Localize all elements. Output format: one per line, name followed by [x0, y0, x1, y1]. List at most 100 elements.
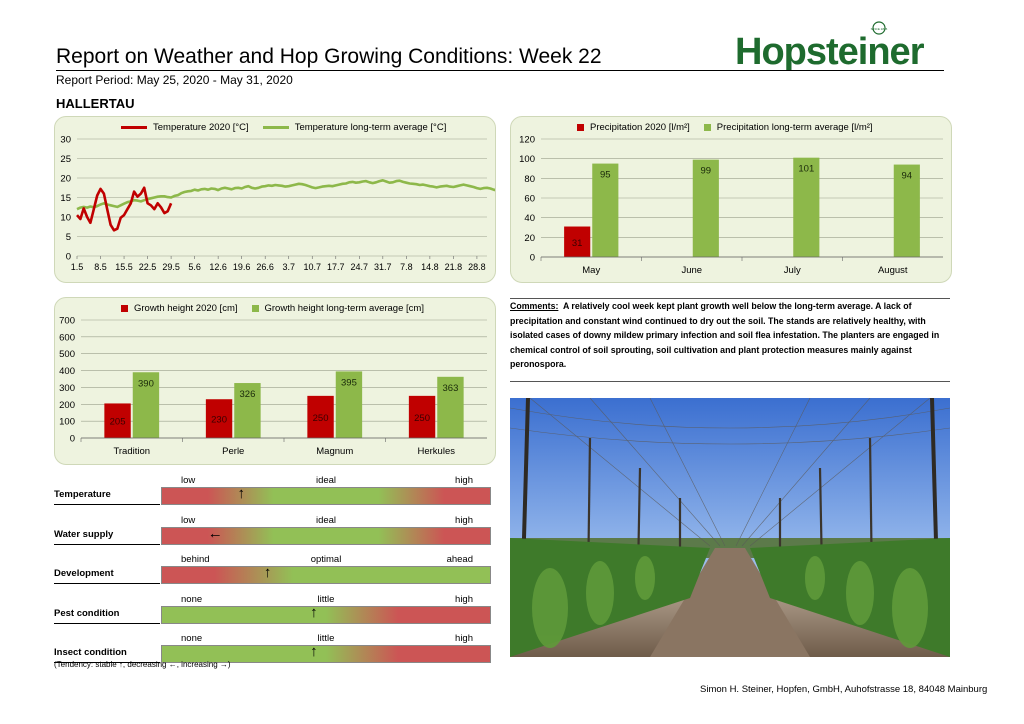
y-tick-label: 15: [60, 193, 71, 204]
category-label: Magnum: [316, 446, 353, 457]
data-label: 95: [600, 170, 611, 181]
category-label: Herkules: [418, 446, 456, 457]
data-label: 250: [414, 413, 430, 424]
indicator-scale-right: high: [455, 514, 473, 526]
indicator-label: Pest condition: [54, 607, 120, 619]
temperature-chart: 0 5 10 15 20 25 30 1.5 8.5 15.5 22.5 29.5 5.6 12.6 19.…: [60, 135, 495, 272]
data-label: 326: [240, 389, 256, 400]
legend-swatch-growth-avg: [251, 305, 259, 312]
legend-label-growth-2020: Growth height 2020 [cm]: [134, 303, 238, 314]
indicator-bar: [161, 605, 491, 624]
y-tick-label: 0: [66, 252, 71, 263]
growth-chart-panel: Growth height 2020 [cm] Growth height lo…: [54, 297, 496, 465]
hop-field-illustration: [510, 398, 950, 657]
bar-2020: [408, 395, 436, 438]
category-label: Tradition: [113, 446, 150, 457]
y-tick-label: 600: [59, 332, 75, 343]
indicator-scale-right: high: [455, 593, 473, 605]
indicator-label: Development: [54, 568, 114, 579]
data-label: 99: [701, 166, 712, 177]
indicator-scale-left: low: [181, 475, 196, 486]
indicator-scale-right: ahead: [446, 554, 473, 565]
legend-label-temp-avg: Temperature long-term average [°C]: [294, 122, 447, 133]
comments-top-divider: [510, 298, 950, 299]
indicator-arrow: ↑: [263, 564, 272, 581]
y-tick-label: 100: [59, 417, 75, 428]
indicator-scale-right: high: [455, 633, 473, 644]
indicator-arrow: ↑: [237, 485, 246, 502]
legend-label-temp-2020: Temperature 2020 [°C]: [153, 122, 249, 133]
x-tick-label: 24.7: [351, 262, 369, 272]
y-tick-label: 10: [60, 213, 71, 224]
category-label: June: [681, 265, 702, 276]
logo-small-text: SINCE 1845: [871, 27, 888, 31]
x-tick-label: 31.7: [374, 262, 392, 272]
precipitation-chart-panel: Precipitation 2020 [l/m²] Precipitation …: [510, 116, 952, 283]
bar-average: [335, 371, 363, 438]
bar-average: [132, 372, 160, 438]
y-tick-label: 60: [524, 194, 535, 205]
indicator-scale-mid: optimal: [310, 554, 342, 565]
y-tick-label: 80: [524, 174, 535, 185]
x-tick-label: 15.5: [115, 262, 133, 272]
y-tick-label: 700: [59, 316, 75, 327]
footer-address: Simon H. Steiner, Hopfen, GmbH, Auhofstr…: [700, 684, 988, 695]
data-label: 230: [211, 415, 227, 426]
data-label: 94: [902, 171, 913, 182]
x-tick-label: 26.6: [256, 262, 274, 272]
indicator-scale-mid: little: [317, 593, 335, 605]
indicator-scale-mid: ideal: [315, 514, 337, 526]
bar-average: [893, 164, 920, 257]
y-tick-label: 25: [60, 154, 71, 165]
y-tick-label: 30: [60, 135, 71, 146]
indicator-bar: [161, 566, 491, 584]
temperature-average-line: [76, 178, 495, 211]
y-tick-label: 0: [70, 434, 75, 445]
y-tick-label: 300: [59, 383, 75, 394]
indicator-underline: [54, 504, 160, 505]
y-tick-label: 500: [59, 349, 75, 360]
bar-average: [692, 159, 719, 257]
legend-swatch-temp-2020: [121, 126, 147, 129]
precipitation-chart: 0 20 40 60 80 100 120 May 31 95 June 99 July 101 Augus…: [519, 135, 943, 276]
indicator-label: Temperature: [54, 489, 111, 500]
indicator-scale-mid: ideal: [315, 475, 337, 486]
bar-2020: [307, 395, 334, 438]
category-label: July: [784, 265, 801, 276]
legend-swatch-precip-avg: [703, 124, 711, 131]
logo-wordmark: Hopsteiner: [735, 31, 925, 70]
growth-chart: 0 100 200 300 400 500 600 700 Tradition 205 390 Per…: [59, 316, 487, 457]
y-tick-label: 40: [524, 213, 535, 224]
legend-label-precip-2020: Precipitation 2020 [l/m²]: [590, 122, 690, 133]
indicator-underline: [54, 583, 160, 584]
comments-bottom-divider: [510, 381, 950, 382]
data-label: 390: [138, 378, 154, 389]
report-period: Report Period: May 25, 2020 - May 31, 20…: [56, 73, 293, 87]
indicator-scale-left: none: [181, 593, 203, 605]
indicator-scale-left: behind: [181, 554, 210, 565]
bar-2020: [205, 399, 233, 438]
category-label: May: [582, 265, 600, 276]
x-tick-label: 29.5: [162, 262, 180, 272]
indicator-underline: [54, 622, 160, 624]
x-tick-label: 12.6: [209, 262, 227, 272]
page-title: Report on Weather and Hop Growing Condit…: [56, 45, 602, 68]
data-label: 31: [572, 238, 583, 249]
indicator-label: Insect condition: [54, 647, 127, 658]
x-tick-label: 3.7: [282, 262, 295, 272]
indicator-scale-right: high: [455, 475, 473, 486]
growth-legend: Growth height 2020 [cm] Growth height lo…: [121, 303, 424, 314]
hopsteiner-logo: Hopsteiner SINCE 1845: [735, 20, 950, 73]
legend-swatch-growth-2020: [121, 305, 128, 312]
title-divider: [56, 70, 944, 71]
logo-graphic: Hopsteiner SINCE 1845: [735, 21, 926, 73]
tendency-note: (Tendency: stable ↑, decreasing ←, incre…: [54, 660, 231, 669]
indicator-scale-left: none: [181, 633, 203, 644]
x-tick-label: 8.5: [94, 262, 107, 272]
indicator-arrow: ↑: [310, 643, 318, 660]
x-tick-label: 21.8: [445, 262, 463, 272]
x-tick-label: 19.6: [233, 262, 251, 272]
legend-swatch-temp-avg: [262, 126, 289, 129]
y-tick-label: 400: [59, 366, 75, 377]
bar-2020: [564, 226, 591, 257]
